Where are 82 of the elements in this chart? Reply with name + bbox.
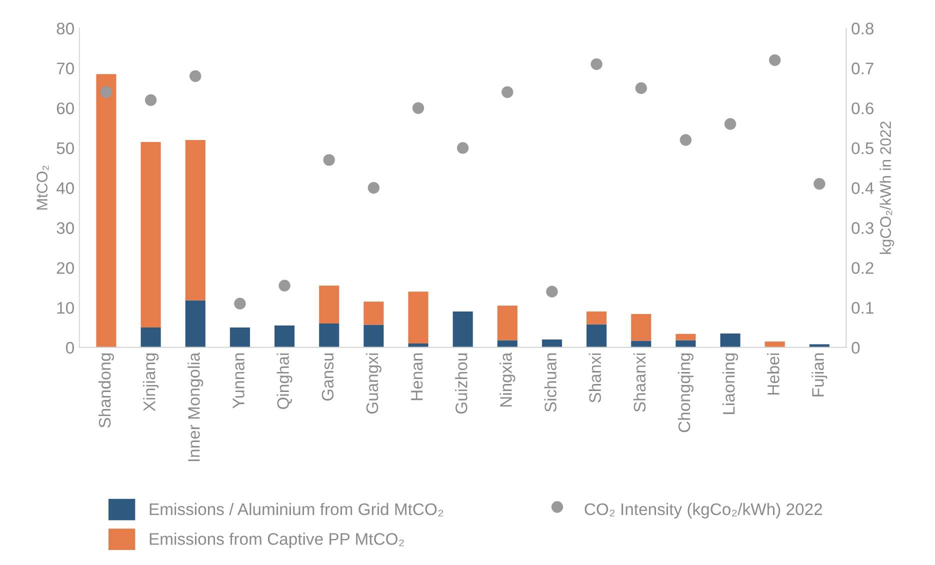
bar: [230, 328, 250, 348]
bar: [542, 339, 562, 348]
y-tick-label: 0: [66, 342, 74, 354]
x-tick-label: Hebei: [767, 353, 780, 395]
bar: [185, 300, 206, 348]
point: [680, 134, 692, 146]
bar: [96, 74, 116, 348]
x-tick-label: Guangxi: [366, 353, 382, 414]
x-tick-label: Henan: [411, 353, 423, 400]
bar: [720, 334, 740, 348]
x-tick-label: Chongqing: [678, 353, 694, 432]
x-tick-label: Shandong: [98, 353, 114, 428]
y2-tick-label: 0.3: [852, 222, 874, 234]
y-axis-title: MtCO₂: [36, 166, 49, 210]
bar: [364, 324, 384, 348]
point: [278, 280, 290, 292]
legend-label: CO₂ Intensity (kgCo₂/kWh) 2022: [584, 502, 822, 518]
point: [100, 86, 112, 98]
y-tick-label: 50: [56, 142, 74, 154]
legend-label: Emissions / Aluminium from Grid MtCO₂: [150, 502, 444, 516]
y-tick-label: 40: [56, 182, 74, 194]
x-tick-label: Shaanxi: [633, 353, 646, 412]
bar: [185, 140, 206, 300]
point: [144, 94, 157, 106]
point: [190, 70, 202, 82]
x-tick-label: Gansu: [322, 353, 334, 401]
bar: [408, 343, 428, 348]
x-tick-label: Fujian: [812, 353, 828, 396]
point: [814, 178, 826, 190]
point: [456, 142, 469, 154]
bar: [274, 326, 295, 348]
bar: [631, 340, 652, 348]
point: [502, 86, 514, 98]
bar: [140, 142, 161, 328]
y2-tick-label: 0.5: [852, 142, 874, 154]
y-tick-label: 10: [57, 302, 74, 314]
point: [590, 58, 602, 70]
y2-tick-label: 0: [852, 342, 860, 354]
y2-tick-label: 0.8: [852, 22, 874, 34]
y2-tick-label: 0.4: [852, 182, 874, 194]
point: [546, 286, 558, 298]
x-tick-label: Sichuan: [544, 353, 556, 412]
x-tick-label: Shanxi: [588, 353, 602, 403]
bar: [319, 324, 340, 348]
x-tick-label: Guizhou: [455, 353, 468, 414]
y-tick-label: 60: [56, 102, 74, 114]
bar: [676, 340, 696, 348]
x-tick-label: Liaoning: [722, 353, 738, 414]
bar: [319, 286, 340, 324]
bar: [497, 340, 518, 348]
bar: [586, 312, 607, 324]
bar: [408, 292, 428, 344]
y2-axis-title: kgCO₂/kWh in 2022: [880, 122, 894, 254]
point: [635, 82, 647, 94]
y2-tick-label: 0.6: [852, 102, 874, 114]
y2-tick-label: 0.2: [852, 262, 874, 274]
x-tick-label: Ningxia: [500, 352, 516, 407]
bar: [364, 302, 384, 325]
y2-tick-label: 0.1: [852, 302, 874, 314]
x-tick-label: Yunnan: [232, 353, 244, 409]
point: [724, 118, 736, 130]
bar: [452, 312, 473, 348]
bar: [676, 334, 696, 340]
point: [368, 182, 380, 194]
y2-tick-label: 0.7: [852, 62, 874, 74]
point: [234, 298, 246, 310]
x-tick-label: Qinghai: [276, 353, 292, 409]
point: [412, 102, 424, 114]
y-tick-label: 30: [56, 222, 74, 234]
y-tick-label: 20: [56, 262, 74, 274]
point: [769, 54, 781, 66]
y-tick-label: 70: [56, 62, 74, 74]
x-tick-label: Inner Mongolia: [188, 352, 204, 462]
bar: [497, 306, 518, 340]
x-tick-label: Xinjiang: [143, 353, 159, 412]
point: [323, 154, 335, 166]
bar: [764, 341, 785, 348]
legend-label: Emissions from Captive PP MtCO₂: [150, 532, 404, 548]
bar: [631, 314, 652, 341]
bar: [140, 328, 161, 348]
y-tick-label: 80: [56, 22, 74, 34]
bar: [586, 324, 607, 348]
